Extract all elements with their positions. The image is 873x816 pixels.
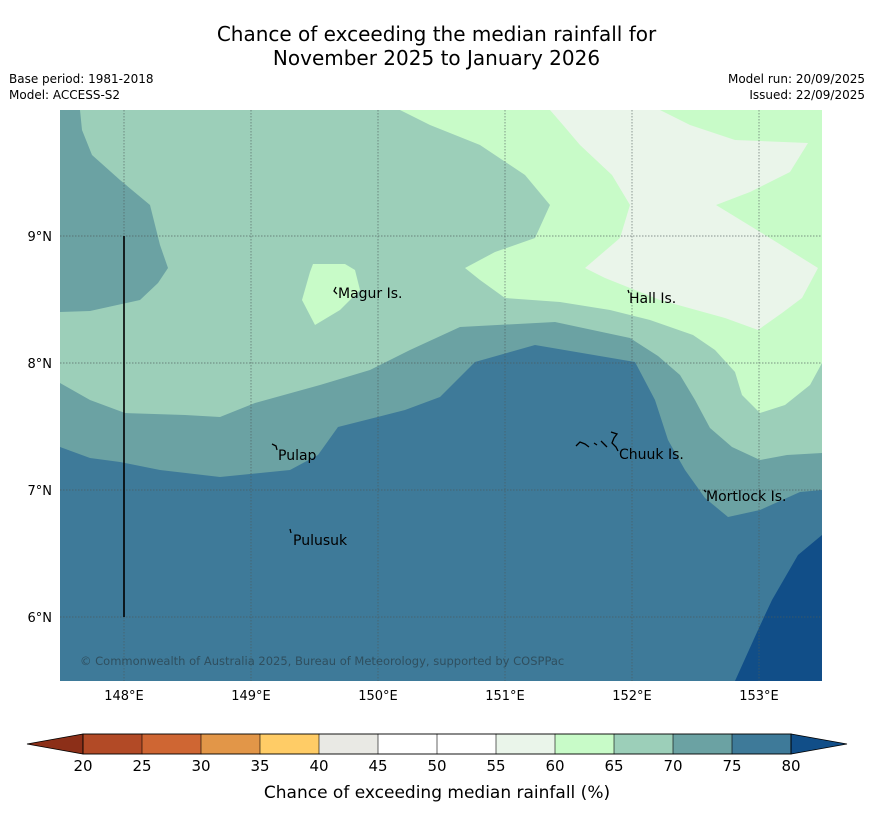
island-pulusuk (289, 528, 292, 534)
colorbar-ticks: 20 25 30 35 40 45 50 55 60 65 70 75 80 (73, 757, 800, 775)
lat-label-7n: 7°N (28, 484, 53, 499)
colorbar-segment-65-70 (613, 733, 674, 755)
issued-date: Issued: 22/09/2025 (749, 88, 865, 102)
map-title-line1: Chance of exceeding the median rainfall … (216, 22, 657, 46)
lon-labels: 148°E 149°E 150°E 151°E 152°E 153°E (104, 689, 779, 704)
colorbar-tick-60: 60 (545, 757, 564, 775)
colorbar-segment-70-75 (672, 733, 733, 755)
colorbar-segment-25-30 (141, 733, 202, 755)
colorbar-segment-60-65 (554, 733, 615, 755)
meta-left: Base period: 1981-2018 Model: ACCESS-S2 (9, 71, 154, 103)
colorbar-segment-30-35 (200, 733, 261, 755)
colorbar-tick-40: 40 (309, 757, 328, 775)
colorbar-tick-35: 35 (250, 757, 269, 775)
colorbar-tick-30: 30 (191, 757, 210, 775)
colorbar-tick-50: 50 (427, 757, 446, 775)
model-run: Model run: 20/09/2025 (727, 72, 865, 86)
lon-label-148e: 148°E (104, 689, 144, 704)
copyright-notice: © Commonwealth of Australia 2025, Bureau… (80, 654, 564, 668)
island-outlines (271, 286, 707, 534)
contour-magur-60 (302, 264, 360, 325)
lon-label-153e: 153°E (739, 689, 779, 704)
label-mortlock: Mortlock Is. (706, 489, 786, 505)
label-pulap: Pulap (278, 448, 317, 464)
colorbar-tick-65: 65 (604, 757, 623, 775)
colorbar-tick-80: 80 (781, 757, 800, 775)
model-name: Model: ACCESS-S2 (9, 88, 121, 102)
colorbar-frame (82, 733, 792, 755)
lon-label-149e: 149°E (231, 689, 271, 704)
label-hall: Hall Is. (629, 291, 676, 307)
colorbar-tick-55: 55 (486, 757, 505, 775)
island-mortlock (703, 489, 707, 493)
label-pulusuk: Pulusuk (293, 533, 348, 549)
map-title-line2: November 2025 to January 2026 (272, 46, 601, 70)
colorbar-segment-40-45 (318, 733, 379, 755)
colorbar-segments (82, 733, 792, 755)
colorbar-tick-20: 20 (73, 757, 92, 775)
colorbar: 20 25 30 35 40 45 50 55 60 65 70 75 80 Chance of exc… (26, 733, 848, 803)
colorbar-segment-35-40 (259, 733, 320, 755)
lat-labels: 9°N 8°N 7°N 6°N (28, 230, 53, 626)
lon-label-151e: 151°E (485, 689, 525, 704)
label-magur: Magur Is. (338, 286, 403, 302)
colorbar-low-arrow (26, 733, 84, 755)
colorbar-title: Chance of exceeding median rainfall (%) (264, 783, 610, 803)
island-magur (333, 286, 338, 295)
contour-55 (550, 110, 818, 330)
colorbar-tick-45: 45 (368, 757, 387, 775)
label-chuuk: Chuuk Is. (619, 447, 684, 463)
rainfall-contours (60, 110, 822, 681)
colorbar-tick-25: 25 (132, 757, 151, 775)
island-chuuk (575, 431, 619, 452)
base-period: Base period: 1981-2018 (9, 72, 154, 86)
colorbar-tick-75: 75 (722, 757, 741, 775)
place-labels: Magur Is. Hall Is. Pulap Chuuk Is. Mortl… (278, 286, 786, 549)
colorbar-segment-50-55 (436, 733, 497, 755)
map-title: Chance of exceeding the median rainfall … (0, 22, 873, 70)
island-pulap (271, 443, 278, 451)
lat-label-9n: 9°N (28, 230, 53, 245)
colorbar-segment-55-60 (495, 733, 556, 755)
colorbar-segment-75-80 (731, 733, 792, 755)
lat-label-6n: 6°N (28, 611, 53, 626)
colorbar-segment-20-25 (82, 733, 143, 755)
colorbar-high-arrow (790, 733, 848, 755)
colorbar-segment-45-50 (377, 733, 438, 755)
lon-label-150e: 150°E (358, 689, 398, 704)
lon-label-152e: 152°E (612, 689, 652, 704)
colorbar-tick-70: 70 (663, 757, 682, 775)
lat-label-8n: 8°N (28, 357, 53, 372)
island-hall (627, 289, 630, 294)
meta-right: Model run: 20/09/2025 Issued: 22/09/2025 (728, 71, 865, 103)
